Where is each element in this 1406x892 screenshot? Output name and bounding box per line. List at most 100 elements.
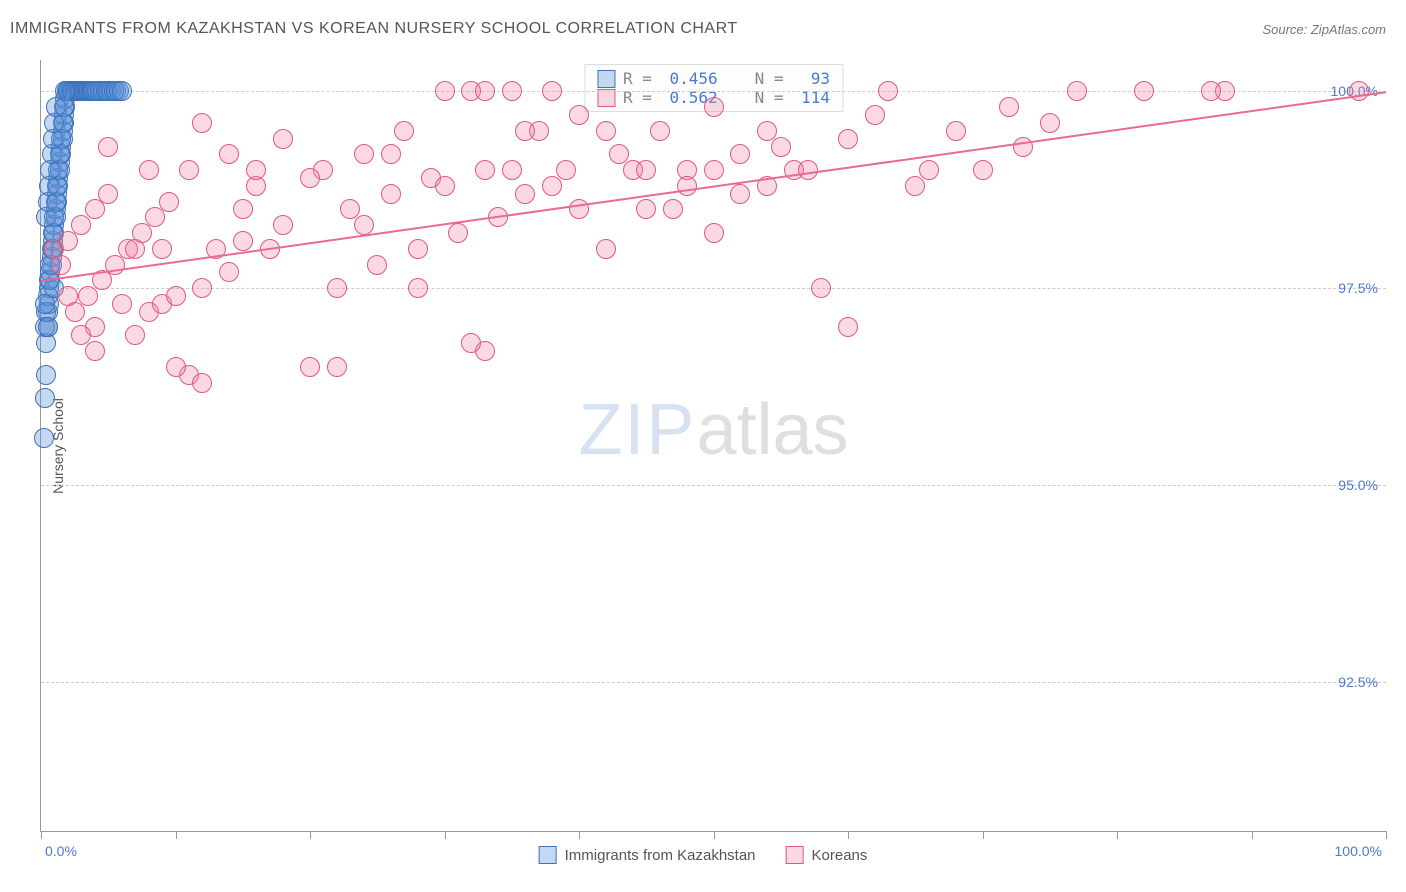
scatter-point: [192, 113, 212, 133]
watermark-part1: ZIP: [578, 390, 696, 470]
scatter-point: [98, 184, 118, 204]
legend-item-kazakhstan: Immigrants from Kazakhstan: [539, 846, 756, 864]
scatter-point: [461, 333, 481, 353]
scatter-point: [1067, 81, 1087, 101]
scatter-point: [448, 223, 468, 243]
scatter-point: [192, 278, 212, 298]
scatter-point: [556, 160, 576, 180]
scatter-point: [145, 207, 165, 227]
scatter-point: [798, 160, 818, 180]
scatter-point: [596, 121, 616, 141]
scatter-point: [502, 81, 522, 101]
scatter-point: [663, 199, 683, 219]
legend-swatch-kazakhstan: [597, 70, 615, 88]
scatter-point: [1349, 81, 1369, 101]
scatter-point: [327, 357, 347, 377]
scatter-point: [36, 365, 56, 385]
scatter-point: [98, 137, 118, 157]
scatter-point: [542, 81, 562, 101]
scatter-point: [300, 168, 320, 188]
scatter-point: [596, 239, 616, 259]
watermark: ZIPatlas: [578, 389, 848, 471]
x-tick: [848, 831, 849, 839]
x-tick: [714, 831, 715, 839]
scatter-point: [381, 144, 401, 164]
scatter-point: [192, 373, 212, 393]
scatter-point: [771, 137, 791, 157]
scatter-point: [125, 325, 145, 345]
header-row: IMMIGRANTS FROM KAZAKHSTAN VS KOREAN NUR…: [10, 20, 1386, 38]
legend-swatch-kazakhstan: [539, 846, 557, 864]
scatter-point: [878, 81, 898, 101]
scatter-point: [71, 215, 91, 235]
scatter-point: [273, 215, 293, 235]
scatter-point: [159, 192, 179, 212]
scatter-point: [677, 176, 697, 196]
scatter-point: [999, 97, 1019, 117]
scatter-point: [730, 144, 750, 164]
scatter-point: [394, 121, 414, 141]
plot-area: ZIPatlas R = 0.456 N = 93 R = 0.562 N = …: [40, 60, 1386, 832]
x-axis-start-label: 0.0%: [45, 843, 77, 859]
scatter-point: [408, 239, 428, 259]
source-attribution: Source: ZipAtlas.com: [1262, 22, 1386, 37]
scatter-point: [609, 144, 629, 164]
scatter-point: [542, 176, 562, 196]
scatter-point: [179, 160, 199, 180]
scatter-point: [58, 231, 78, 251]
scatter-point: [838, 317, 858, 337]
scatter-point: [636, 199, 656, 219]
scatter-point: [78, 286, 98, 306]
scatter-point: [71, 325, 91, 345]
scatter-point: [327, 278, 347, 298]
scatter-point: [408, 278, 428, 298]
scatter-point: [865, 105, 885, 125]
scatter-point: [246, 160, 266, 180]
scatter-point: [730, 184, 750, 204]
regression-line: [41, 91, 1386, 282]
scatter-point: [502, 160, 522, 180]
scatter-point: [139, 160, 159, 180]
scatter-point: [85, 341, 105, 361]
scatter-point: [515, 184, 535, 204]
scatter-point: [381, 184, 401, 204]
scatter-point: [152, 239, 172, 259]
y-tick-label: 95.0%: [1338, 477, 1378, 493]
x-tick: [579, 831, 580, 839]
legend-r-label: R =: [623, 69, 662, 88]
scatter-point: [973, 160, 993, 180]
scatter-point: [367, 255, 387, 275]
scatter-point: [354, 144, 374, 164]
chart-title: IMMIGRANTS FROM KAZAKHSTAN VS KOREAN NUR…: [10, 20, 738, 38]
gridline-h: [41, 288, 1386, 289]
scatter-point: [46, 97, 66, 117]
legend-item-koreans: Koreans: [786, 846, 868, 864]
x-tick: [445, 831, 446, 839]
scatter-point: [34, 428, 54, 448]
scatter-point: [219, 144, 239, 164]
x-axis-end-label: 100.0%: [1335, 843, 1382, 859]
scatter-point: [1040, 113, 1060, 133]
legend-swatch-koreans: [786, 846, 804, 864]
scatter-point: [1013, 137, 1033, 157]
scatter-point: [58, 286, 78, 306]
scatter-point: [38, 317, 58, 337]
scatter-point: [435, 176, 455, 196]
x-tick: [176, 831, 177, 839]
scatter-point: [811, 278, 831, 298]
scatter-point: [112, 81, 132, 101]
scatter-point: [166, 357, 186, 377]
scatter-point: [112, 294, 132, 314]
scatter-point: [166, 286, 186, 306]
scatter-point: [233, 199, 253, 219]
gridline-h: [41, 682, 1386, 683]
scatter-point: [475, 160, 495, 180]
y-tick-label: 92.5%: [1338, 674, 1378, 690]
scatter-point: [704, 97, 724, 117]
legend-r-value-kazakhstan: 0.456: [670, 69, 718, 88]
scatter-point: [704, 160, 724, 180]
scatter-point: [354, 215, 374, 235]
scatter-point: [1134, 81, 1154, 101]
scatter-point: [300, 357, 320, 377]
scatter-point: [435, 81, 455, 101]
